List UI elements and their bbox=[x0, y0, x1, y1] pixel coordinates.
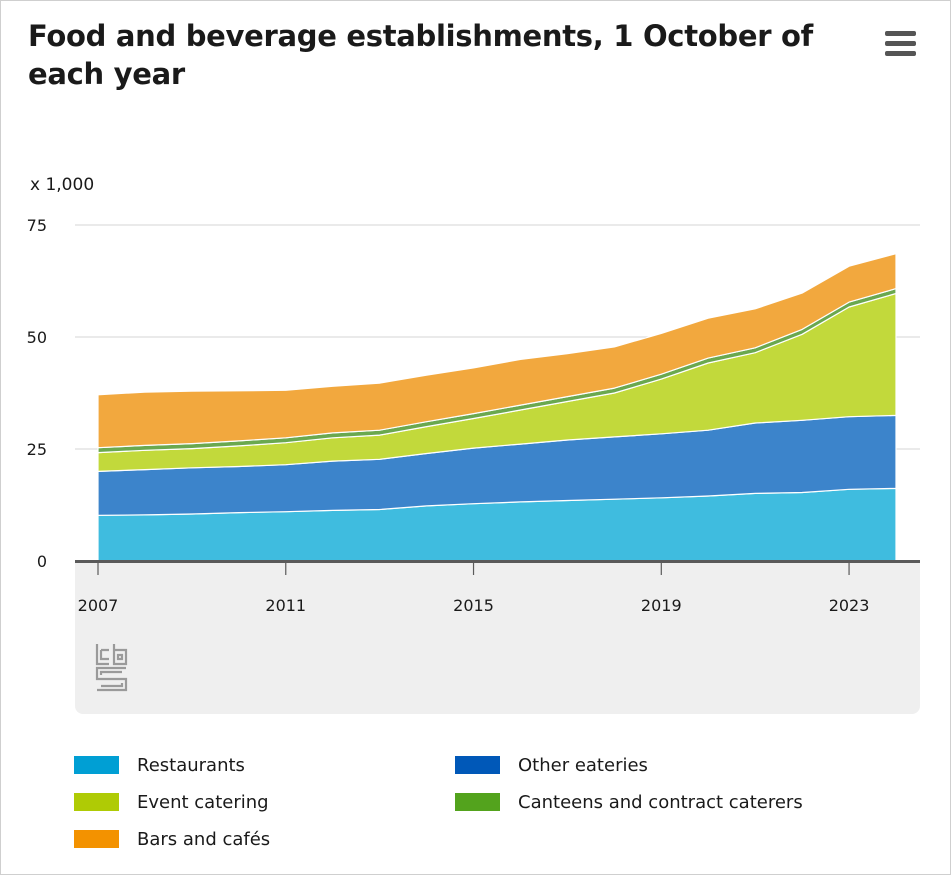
legend-item-event-catering[interactable]: Event catering bbox=[74, 790, 269, 814]
hamburger-menu-icon[interactable] bbox=[881, 27, 921, 61]
y-tick-label: 50 bbox=[27, 328, 47, 347]
menu-bar bbox=[885, 31, 916, 36]
x-axis-background bbox=[75, 561, 920, 714]
legend-item-restaurants[interactable]: Restaurants bbox=[74, 753, 245, 777]
y-axis-unit-label: x 1,000 bbox=[30, 175, 95, 195]
area-series-bars-and-caf-s bbox=[97, 253, 897, 449]
legend-item-other-eateries[interactable]: Other eateries bbox=[455, 753, 648, 777]
y-tick-label: 75 bbox=[27, 216, 47, 235]
x-tick-label: 2011 bbox=[265, 596, 306, 615]
legend-item-canteens[interactable]: Canteens and contract caterers bbox=[455, 790, 803, 814]
legend-swatch bbox=[74, 793, 119, 811]
chart-legend: Restaurants Other eateries Event caterin… bbox=[74, 753, 874, 863]
legend-label: Restaurants bbox=[137, 754, 245, 776]
y-tick-label: 25 bbox=[27, 440, 47, 459]
x-tick-label: 2007 bbox=[78, 596, 119, 615]
legend-item-bars-and-cafes[interactable]: Bars and cafés bbox=[74, 827, 270, 851]
menu-bar bbox=[885, 41, 916, 46]
legend-label: Other eateries bbox=[518, 754, 648, 776]
chart-title: Food and beverage establishments, 1 Octo… bbox=[28, 19, 813, 91]
y-tick-label: 0 bbox=[37, 552, 47, 571]
legend-swatch bbox=[455, 793, 500, 811]
x-tick-label: 2023 bbox=[829, 596, 870, 615]
legend-label: Event catering bbox=[137, 791, 269, 813]
x-tick-label: 2019 bbox=[641, 596, 682, 615]
menu-bar bbox=[885, 51, 916, 56]
x-tick-label: 2015 bbox=[453, 596, 494, 615]
legend-swatch bbox=[74, 830, 119, 848]
cbs-logo-icon bbox=[95, 644, 128, 692]
legend-label: Bars and cafés bbox=[137, 828, 271, 850]
stacked-area-chart: 2007 2011 2015 2019 2023 0 25 50 75 bbox=[27, 216, 920, 615]
legend-swatch bbox=[455, 756, 500, 774]
legend-label: Canteens and contract caterers bbox=[518, 791, 803, 813]
legend-swatch bbox=[74, 756, 119, 774]
